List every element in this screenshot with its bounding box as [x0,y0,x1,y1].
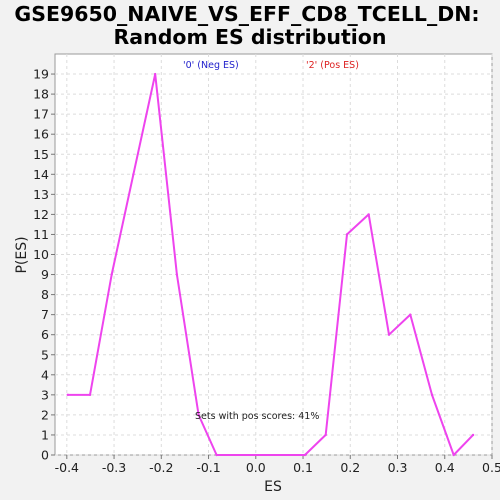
y-tick-label: 1 [41,427,49,442]
x-tick-label: 0.1 [293,460,313,475]
data-point [324,433,327,437]
y-tick-label: 16 [33,127,49,142]
grid-lines [55,54,493,456]
data-point [153,72,157,76]
y-tick-label: 7 [41,307,49,322]
x-tick-label: 0.5 [482,460,500,475]
y-tick-label: 4 [41,367,49,382]
chart-title-line-1: GSE9650_NAIVE_VS_EFF_CD8_TCELL_DN: [14,2,479,26]
y-tick-label: 9 [41,267,49,282]
x-tick-label: 0.3 [388,460,408,475]
data-point [88,393,92,397]
y-tick-label: 13 [33,187,49,202]
y-tick-label: 8 [41,287,49,302]
data-point [175,273,179,276]
x-tick-label: -0.4 [55,460,79,475]
x-tick-label: -0.2 [149,460,173,475]
data-point [110,273,113,276]
data-point [367,213,370,216]
y-tick-label: 18 [33,87,49,102]
data-point [132,173,135,176]
y-tick-label: 6 [41,327,49,342]
x-tick-label: 0.2 [340,460,360,475]
y-tick-label: 5 [41,347,49,362]
y-tick-label: 11 [33,227,49,242]
y-tick-label: 17 [33,107,49,122]
chart-title-line-2: Random ES distribution [114,25,387,49]
y-tick-label: 0 [41,448,49,463]
data-point [430,393,434,397]
x-axis-ticks: -0.4 -0.3 -0.2 -0.1 0.0 0.1 0.2 0.3 0.4 0.5 [55,455,500,475]
x-tick-label: -0.3 [102,460,126,475]
data-point [471,433,475,437]
x-tick-label: 0.0 [246,460,266,475]
data-point [303,453,307,457]
pos-scores-annotation: Sets with pos scores: 41% [195,411,319,422]
x-tick-label: -0.1 [196,460,220,475]
x-tick-label: 0.4 [435,460,455,475]
data-point [345,233,349,236]
data-point [452,453,455,457]
y-tick-label: 15 [33,147,49,162]
y-tick-label: 2 [41,407,49,422]
data-point [66,393,69,397]
y-tick-label: 3 [41,387,49,402]
data-point [197,413,200,417]
y-tick-label: 10 [33,247,49,262]
y-tick-label: 14 [33,167,49,182]
legend-neg-es: '0' (Neg ES) [183,60,239,71]
data-point [387,333,391,336]
data-point [215,453,218,457]
legend-pos-es: '2' (Pos ES) [306,60,359,71]
y-tick-label: 19 [33,67,49,82]
data-points [66,72,475,457]
x-axis-label: ES [264,479,282,495]
y-tick-label: 12 [33,207,49,222]
data-point [409,313,412,316]
y-axis-label: P(ES) [14,236,30,273]
